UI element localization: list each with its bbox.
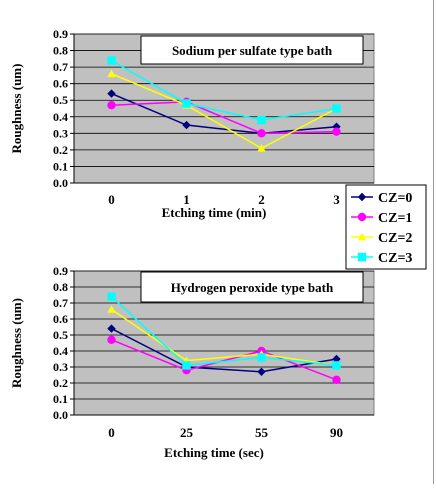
- series-line-CZ=3: [110, 296, 337, 367]
- chart-1: 0.0 0.1 0.2 0.3 0.4 0.5 0.6 0.7 0.8 0.9 0 25 55 90 Etc…: [9, 264, 375, 460]
- y-tick-label: 0.0: [53, 176, 68, 190]
- y-tick-label: 0.8: [53, 280, 68, 294]
- data-point-CZ=3: [257, 353, 266, 362]
- series-line-CZ=2: [111, 73, 337, 150]
- data-point-CZ=1: [107, 100, 116, 110]
- data-point-CZ=3: [332, 361, 341, 370]
- series-line-CZ=3: [111, 59, 337, 121]
- y-axis-label: Roughness (um): [9, 298, 24, 388]
- x-axis-label: Etching time (sec): [164, 445, 264, 460]
- y-tick-label: 0.7: [53, 60, 68, 74]
- legend-marker-CZ=1: [357, 212, 367, 222]
- y-tick-label: 0.3: [53, 360, 68, 374]
- legend-label: CZ=1: [378, 211, 412, 226]
- y-tick-label: 0.3: [53, 126, 68, 140]
- y-tick-label: 0.1: [53, 392, 68, 406]
- data-point-CZ=1: [257, 129, 266, 138]
- x-tick-label: 25: [180, 425, 194, 440]
- data-point-CZ=3: [182, 99, 191, 108]
- data-point-CZ=0: [332, 354, 341, 364]
- data-point-CZ=3: [107, 56, 116, 65]
- y-tick-label: 0.6: [53, 77, 68, 91]
- data-point-CZ=3: [257, 115, 266, 125]
- y-tick-label: 0.6: [53, 312, 68, 326]
- series-line-CZ=0: [111, 92, 337, 135]
- data-point-CZ=0: [182, 120, 191, 130]
- series-line-CZ=1: [111, 101, 337, 135]
- y-tick-label: 0.0: [53, 408, 68, 422]
- legend-label: CZ=3: [378, 251, 412, 266]
- x-tick-label: 90: [330, 425, 343, 440]
- y-tick-label: 0.4: [53, 344, 68, 358]
- legend-label: CZ=0: [378, 191, 412, 206]
- data-point-CZ=2: [107, 305, 116, 313]
- y-tick-label: 0.5: [53, 328, 68, 342]
- y-tick-label: 0.1: [53, 159, 68, 173]
- legend-marker-CZ=0: [357, 192, 367, 202]
- x-tick-label: 0: [108, 425, 115, 440]
- series-line-CZ=1: [111, 339, 337, 381]
- data-point-CZ=0: [257, 367, 266, 376]
- y-tick-label: 0.9: [53, 27, 68, 41]
- data-point-CZ=1: [332, 375, 341, 384]
- chart-title-box: [140, 35, 364, 65]
- y-tick-label: 0.2: [53, 143, 68, 157]
- data-point-CZ=3: [332, 104, 341, 113]
- y-axis-label: Roughness (um): [9, 64, 24, 154]
- legend-marker-CZ=3: [357, 252, 367, 262]
- chart-title: Hydrogen peroxide type bath: [171, 280, 334, 295]
- figure-border: [433, 0, 434, 484]
- y-tick-label: 0.9: [53, 264, 68, 278]
- data-point-CZ=0: [107, 324, 116, 333]
- legend-label: CZ=2: [378, 231, 412, 246]
- x-tick-label: 2: [258, 192, 265, 207]
- x-tick-label: 0: [108, 192, 115, 207]
- legend: CZ=0 CZ=1 CZ=2 CZ=3: [345, 184, 427, 270]
- legend-marker-CZ=2: [357, 232, 367, 241]
- y-tick-label: 0.4: [53, 110, 68, 124]
- x-axis-label: Etching time (min): [162, 205, 267, 220]
- data-point-CZ=2: [257, 144, 266, 152]
- y-tick-label: 0.7: [53, 296, 68, 310]
- x-tick-label: 55: [255, 425, 269, 440]
- data-point-CZ=1: [332, 127, 341, 136]
- data-point-CZ=3: [107, 292, 116, 301]
- data-point-CZ=1: [107, 335, 116, 344]
- chart-title-box: [140, 271, 364, 303]
- data-point-CZ=2: [107, 69, 116, 78]
- series-line-CZ=2: [111, 308, 337, 367]
- data-point-CZ=3: [182, 361, 191, 370]
- y-tick-label: 0.5: [53, 93, 68, 107]
- x-tick-label: 1: [183, 192, 190, 207]
- x-tick-label: 3: [333, 192, 340, 207]
- chart-0: 0.0 0.1 0.2 0.3 0.4 0.5 0.6 0.7 0.8 0.9 0 1 2 3 Etchin…: [9, 27, 375, 220]
- y-tick-label: 0.2: [53, 376, 68, 390]
- data-point-CZ=0: [107, 89, 116, 98]
- chart-title: Sodium per sulfate type bath: [172, 43, 333, 58]
- y-tick-label: 0.8: [53, 44, 68, 58]
